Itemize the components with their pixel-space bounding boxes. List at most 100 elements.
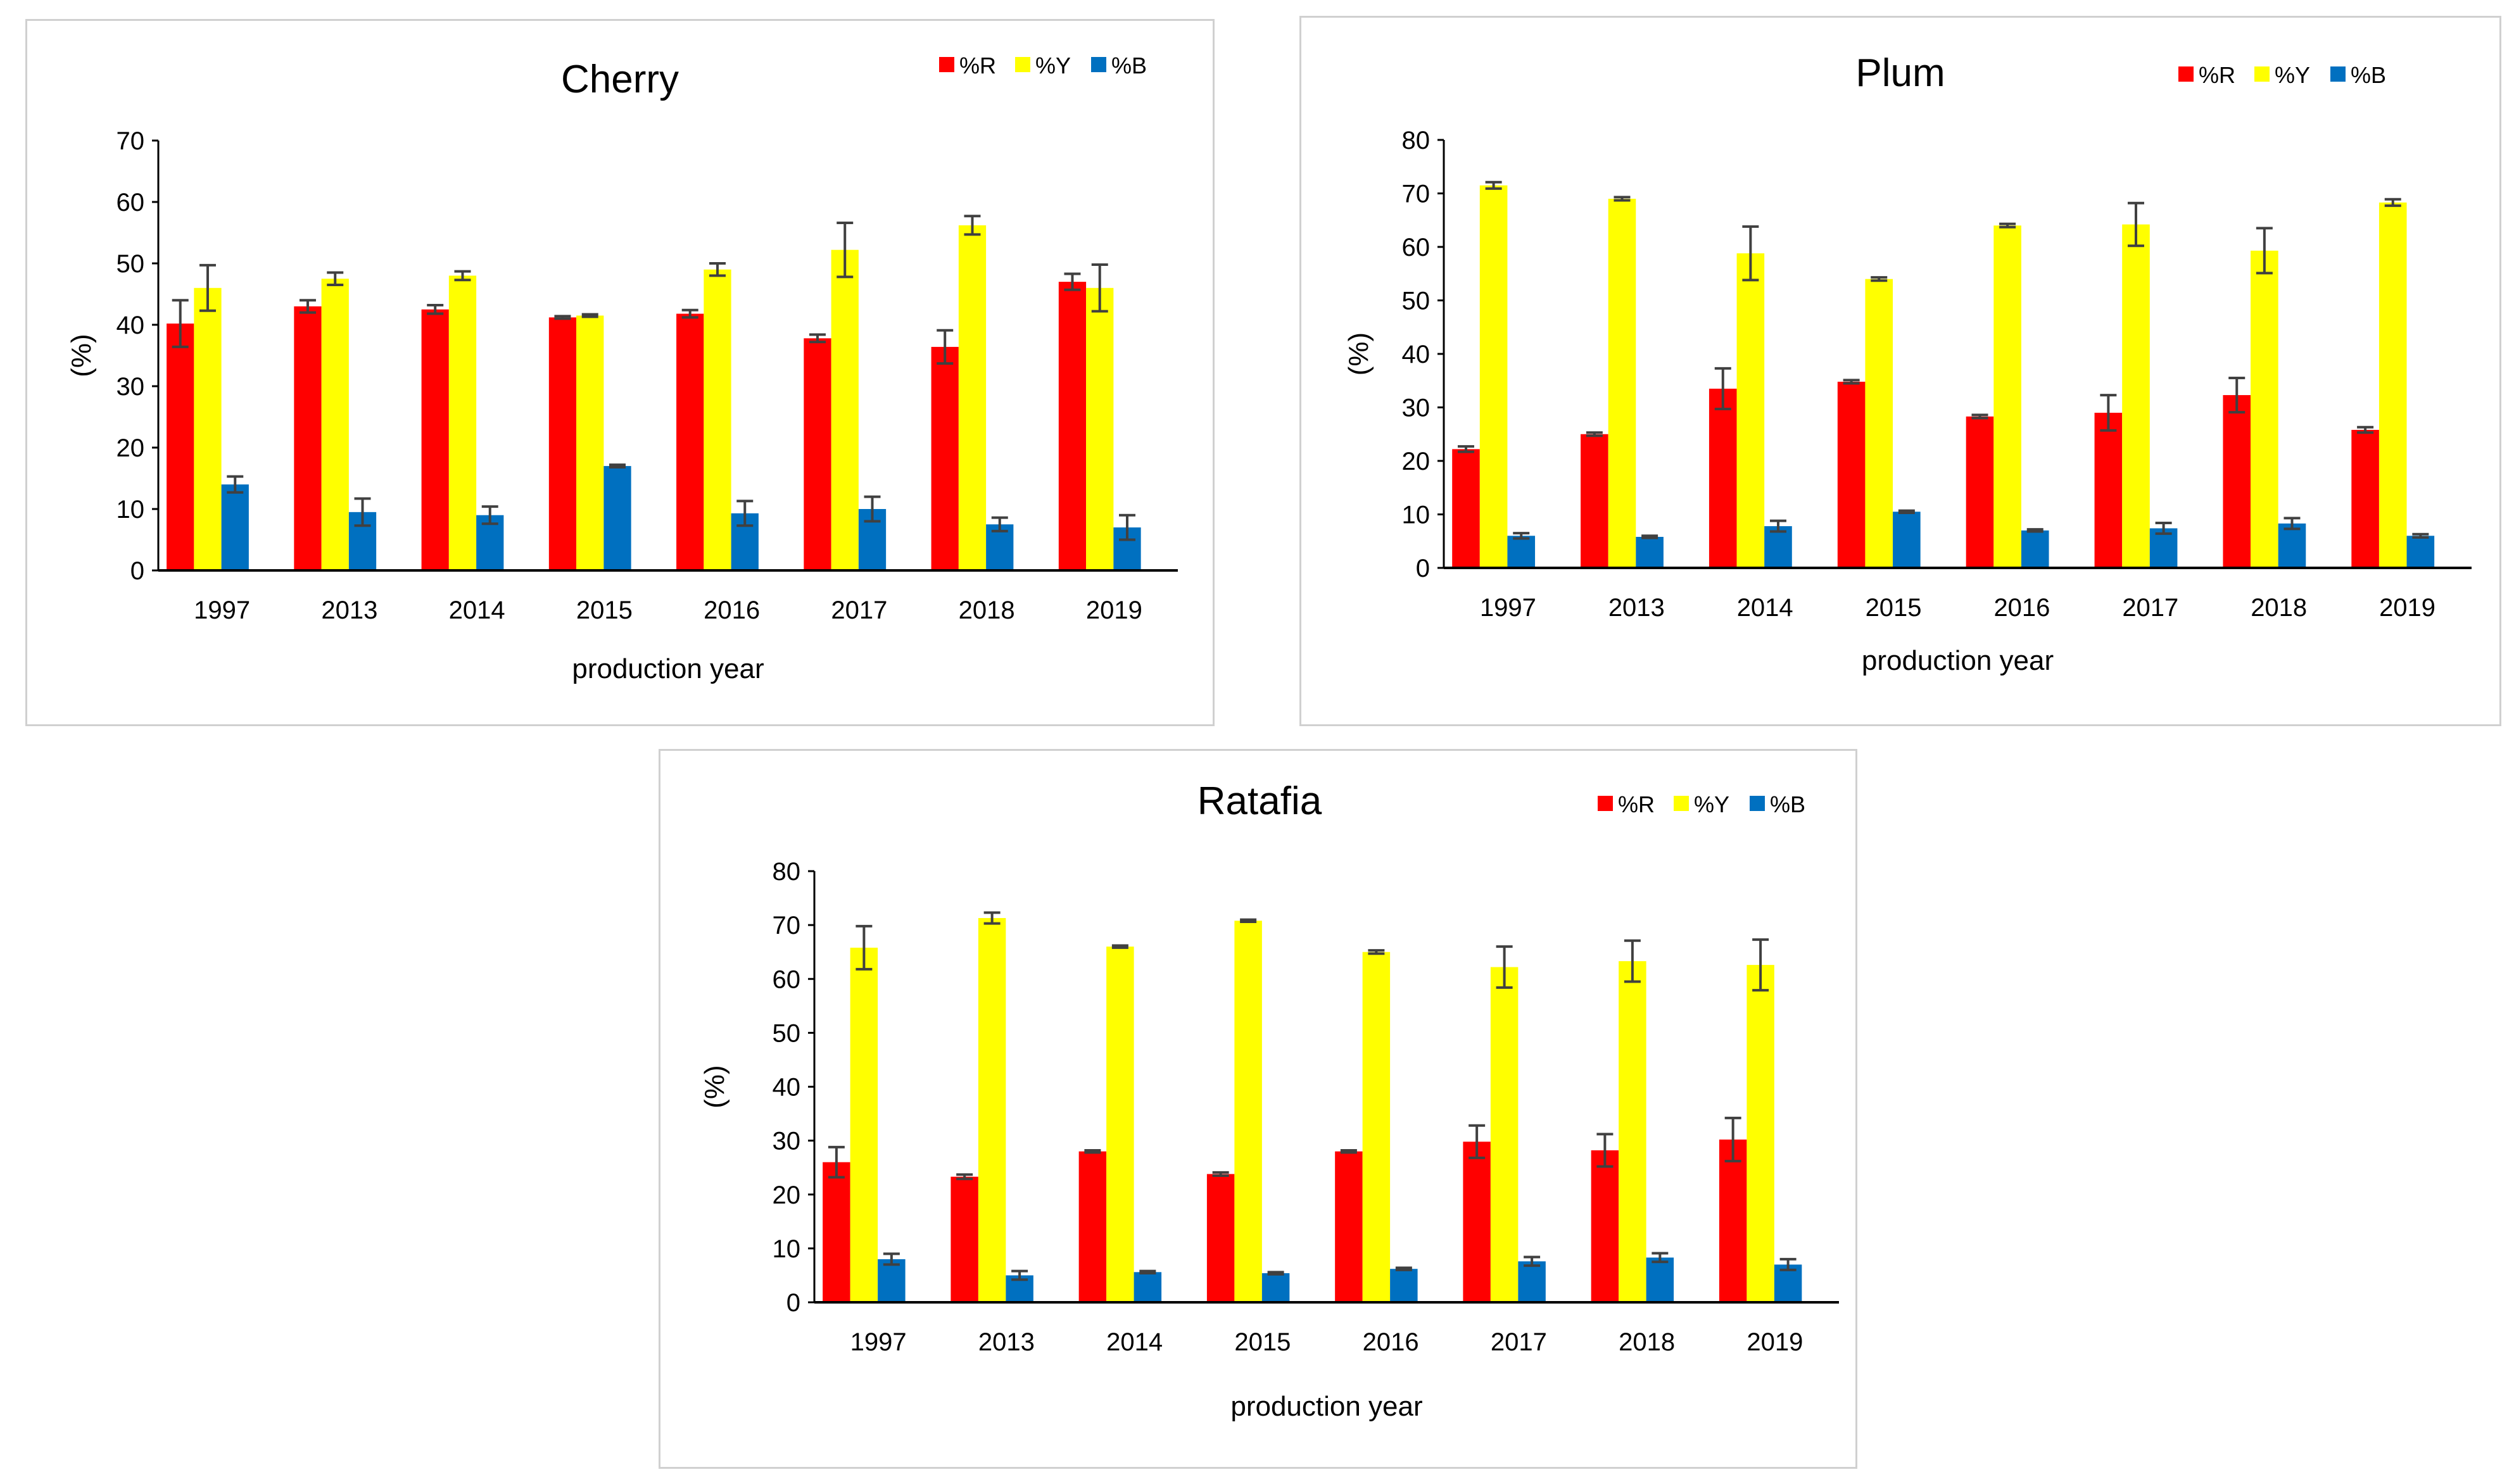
y-tick-label: 80: [773, 858, 801, 886]
bar-R-2013: [294, 306, 322, 570]
error-bar: [327, 271, 344, 286]
y-tick-label: 50: [1402, 287, 1431, 315]
error-bar: [2155, 522, 2172, 535]
y-tick-label: 10: [773, 1235, 801, 1263]
y-axis-label: (%): [66, 334, 97, 377]
error-bar: [2100, 394, 2117, 432]
x-tick-label: 2018: [959, 596, 1015, 624]
bar-Y-2018: [2251, 250, 2278, 568]
y-tick-label: 60: [773, 965, 801, 993]
error-bar: [554, 315, 571, 320]
y-tick-label: 10: [1402, 501, 1431, 529]
y-tick-label: 20: [773, 1181, 801, 1209]
x-tick-label: 2016: [704, 596, 760, 624]
bar-R-2016: [676, 313, 704, 570]
error-bar: [956, 1173, 973, 1181]
error-bar: [299, 299, 316, 314]
bar-R-2015: [1206, 1174, 1235, 1302]
error-bar: [937, 329, 954, 365]
bar-R-2019: [1058, 282, 1087, 570]
error-bar: [1119, 513, 1136, 541]
error-bar: [2127, 201, 2144, 248]
error-bar: [1084, 1148, 1101, 1154]
bar-B-2018: [2278, 523, 2306, 568]
error-bar: [1871, 276, 1888, 282]
bar-Y-1997: [850, 947, 878, 1302]
y-tick-label: 30: [773, 1128, 801, 1155]
bar-R-2017: [2094, 412, 2123, 568]
chart-title: Plum: [1855, 51, 1945, 95]
error-bar: [1457, 445, 1474, 453]
error-bar: [2384, 198, 2401, 207]
y-tick-label: 0: [1416, 555, 1430, 582]
bar-Y-2017: [831, 249, 859, 570]
error-bar: [1212, 1171, 1229, 1177]
x-axis-label: production year: [1230, 1391, 1422, 1422]
legend-swatch-0: [1598, 796, 1613, 811]
bar-R-1997: [823, 1162, 850, 1302]
error-bar: [1652, 1252, 1669, 1264]
bar-B-2014: [1764, 526, 1792, 568]
error-bar: [1485, 180, 1502, 190]
bar-R-2013: [1581, 434, 1608, 568]
bar-B-1997: [1507, 536, 1536, 568]
bar-B-2016: [2021, 530, 2049, 568]
bar-Y-2013: [1608, 198, 1636, 568]
error-bar: [1614, 196, 1631, 202]
x-tick-label: 2014: [1106, 1328, 1163, 1356]
bar-R-2019: [1719, 1139, 1747, 1302]
error-bar: [609, 463, 626, 469]
legend-swatch-1: [1674, 796, 1689, 811]
error-bar: [809, 333, 826, 344]
error-bar: [1971, 413, 1988, 420]
bar-B-2013: [1636, 536, 1664, 568]
chart-panel-ratafia: Ratafia %R %Y %B 0 10 20 30 40 50 60 70 80 (%) 1997 201…: [659, 749, 1857, 1469]
bar-Y-2014: [448, 275, 477, 570]
legend-label-1: %Y: [2275, 62, 2310, 88]
x-tick-label: 2018: [2251, 594, 2307, 622]
bar-B-2016: [1390, 1269, 1418, 1302]
y-tick-label: 30: [117, 373, 145, 401]
error-bar: [481, 505, 498, 525]
error-bar: [1064, 272, 1081, 291]
error-bar: [354, 497, 371, 527]
error-bar: [1340, 1148, 1357, 1154]
y-tick-label: 70: [1402, 180, 1431, 208]
error-bar: [1496, 945, 1513, 989]
bar-R-2017: [804, 338, 831, 570]
chart-title: Cherry: [561, 58, 679, 101]
error-bar: [709, 262, 726, 277]
bar-R-2017: [1463, 1141, 1491, 1302]
error-bar: [2412, 532, 2429, 539]
error-bar: [1395, 1266, 1412, 1271]
y-axis-label: (%): [1343, 332, 1374, 375]
x-tick-label: 2013: [321, 596, 377, 624]
error-bar: [1624, 939, 1641, 983]
y-tick-label: 40: [1402, 341, 1431, 368]
bar-B-2019: [2406, 536, 2435, 568]
chart-title: Ratafia: [1197, 779, 1322, 823]
error-bar: [681, 308, 698, 319]
error-bar: [2357, 425, 2374, 434]
error-bar: [2026, 528, 2043, 533]
legend-label-0: %R: [959, 53, 996, 79]
error-bar: [1267, 1271, 1284, 1276]
bar-Y-2014: [1736, 253, 1765, 568]
cherry-chart: Cherry %R %Y %B 0 10 20 30 40 50 60 70 (%) 1997 2013 20…: [66, 53, 1178, 684]
chart-panel-cherry: Cherry %R %Y %B 0 10 20 30 40 50 60 70 (%) 1997 2013 20…: [25, 19, 1215, 726]
legend-label-0: %R: [2199, 62, 2235, 88]
legend-swatch-0: [939, 57, 954, 72]
bar-B-2015: [1261, 1273, 1290, 1302]
x-tick-label: 2018: [1619, 1328, 1675, 1356]
error-bar: [1898, 509, 1915, 514]
bar-R-2014: [421, 309, 449, 570]
x-tick-label: 2015: [1234, 1328, 1291, 1356]
legend-label-2: %B: [2351, 62, 2386, 88]
bar-B-2014: [1134, 1272, 1162, 1302]
y-tick-label: 20: [1402, 448, 1431, 475]
x-axis-label: production year: [572, 653, 764, 684]
error-bar: [1769, 519, 1786, 533]
x-tick-label: 1997: [850, 1328, 907, 1356]
bar-R-2013: [951, 1176, 978, 1302]
legend-swatch-2: [2330, 66, 2346, 82]
